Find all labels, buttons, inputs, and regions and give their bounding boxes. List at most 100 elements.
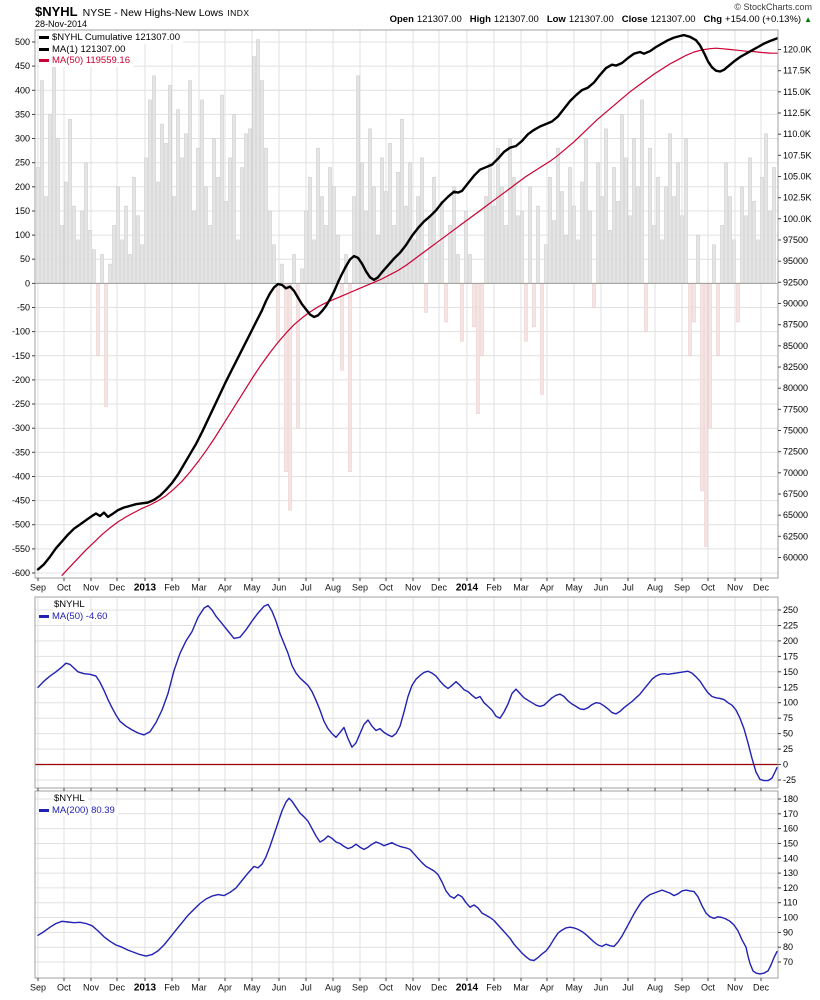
histogram-bar: [628, 215, 632, 284]
left-axis-label: -600: [12, 568, 30, 578]
histogram-bar: [196, 147, 200, 284]
x-axis-label: Jul: [622, 583, 634, 593]
x-axis-label: May: [565, 983, 583, 993]
histogram-bar: [584, 138, 588, 284]
middle-panel-legend: $NYHL MA(50) -4.60: [39, 599, 111, 622]
histogram-bar: [92, 249, 96, 284]
histogram-bar: [476, 283, 480, 414]
histogram-bar: [420, 157, 424, 284]
histogram-bar: [368, 128, 372, 284]
left-axis-label: 300: [15, 134, 30, 144]
histogram-bar: [676, 162, 680, 284]
x-axis-label: Aug: [647, 983, 663, 993]
x-axis-label: Aug: [325, 983, 341, 993]
left-axis-label: 50: [20, 254, 30, 264]
histogram-bar: [320, 196, 324, 284]
histogram-bar: [708, 283, 712, 429]
histogram-bar: [512, 176, 516, 284]
histogram-bar: [264, 147, 268, 284]
histogram-bar: [164, 143, 168, 284]
histogram-bar: [216, 176, 220, 284]
x-axis-label: May: [243, 583, 261, 593]
close-label: Close: [621, 14, 648, 25]
quote-bar: Open 121307.00 High 121307.00 Low 121307.00 Cl…: [382, 14, 812, 25]
right-axis-label: 80000: [783, 383, 808, 393]
middle-axis-label: 125: [783, 682, 798, 692]
open-label: Open: [389, 14, 414, 25]
x-axis-label: Dec: [431, 983, 448, 993]
x-axis-label: Oct: [701, 983, 716, 993]
histogram-bar: [52, 63, 56, 284]
histogram-bar: [180, 157, 184, 284]
histogram-bar: [680, 215, 684, 284]
histogram-bar: [104, 283, 108, 407]
right-axis-label: 107.5K: [783, 150, 812, 160]
bottom-axis-label: 160: [783, 824, 798, 834]
histogram-bar: [732, 239, 736, 284]
histogram-bar: [768, 210, 772, 284]
middle-axis-label: 200: [783, 636, 798, 646]
left-axis-label: -450: [12, 496, 30, 506]
x-axis-label: Nov: [405, 583, 422, 593]
histogram-bar: [716, 283, 720, 357]
histogram-bar: [236, 239, 240, 284]
x-axis-label: Oct: [701, 583, 716, 593]
right-axis-label: 67500: [783, 489, 808, 499]
histogram-bar: [648, 147, 652, 284]
left-axis-label: -400: [12, 472, 30, 482]
histogram-bar: [664, 186, 668, 284]
histogram-bar: [468, 254, 472, 284]
histogram-bar: [408, 162, 412, 284]
histogram-bar: [700, 283, 704, 492]
x-axis-label: Oct: [57, 583, 72, 593]
histogram-bar: [392, 225, 396, 284]
right-axis-label: 82500: [783, 362, 808, 372]
histogram-bar: [416, 196, 420, 284]
histogram-bar: [544, 244, 548, 284]
histogram-bar: [148, 99, 152, 284]
histogram-bar: [68, 118, 72, 284]
histogram-bar: [528, 186, 532, 284]
x-axis-label: Jun: [272, 583, 287, 593]
x-axis-label: 2014: [456, 583, 479, 594]
histogram-bar: [240, 167, 244, 284]
histogram-bar: [276, 283, 280, 342]
chg-label: Chg: [703, 14, 723, 25]
right-axis-label: 92500: [783, 277, 808, 287]
histogram-bar: [380, 157, 384, 284]
histogram-bar: [636, 186, 640, 284]
histogram-bar: [156, 181, 160, 284]
low-label: Low: [546, 14, 566, 25]
histogram-bar: [72, 205, 76, 284]
legend-item-symbol: $NYHL: [54, 793, 88, 805]
x-axis-label: Nov: [727, 583, 744, 593]
histogram-bar: [516, 215, 520, 284]
x-axis-label: Oct: [379, 583, 394, 593]
x-axis-label: Jun: [272, 983, 287, 993]
histogram-bar: [660, 239, 664, 284]
histogram-bar: [108, 263, 112, 284]
histogram-bar: [488, 162, 492, 284]
histogram-bar: [300, 268, 304, 284]
histogram-bar: [120, 239, 124, 284]
ma200-indicator-line: [37, 797, 778, 975]
x-axis-label: Jun: [594, 983, 609, 993]
x-axis-label: Nov: [83, 583, 100, 593]
x-axis-label: Oct: [379, 983, 394, 993]
x-axis-label: 2013: [134, 583, 157, 594]
histogram-bar: [352, 196, 356, 284]
legend-label: MA(200) 80.39: [52, 804, 115, 816]
histogram-bar: [272, 244, 276, 284]
histogram-bar: [692, 283, 696, 323]
histogram-bar: [596, 162, 600, 284]
x-axis-label: Mar: [191, 583, 207, 593]
open-value: 121307.00: [416, 14, 462, 25]
histogram-bar: [40, 80, 44, 284]
x-axis-label: 2013: [134, 983, 157, 994]
histogram-bar: [396, 172, 400, 284]
histogram-bar: [292, 254, 296, 284]
histogram-bar: [612, 167, 616, 284]
histogram-bar: [208, 225, 212, 284]
histogram-bar: [84, 162, 88, 284]
mid-panel-border: [34, 596, 779, 789]
